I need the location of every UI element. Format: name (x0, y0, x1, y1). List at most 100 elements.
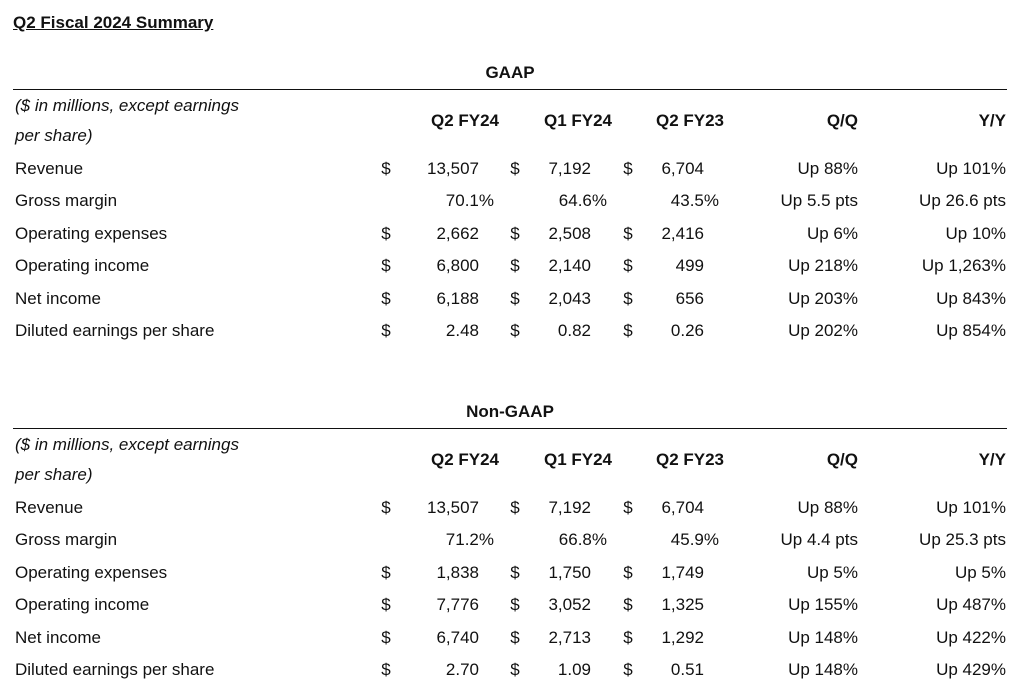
row-label: Revenue (15, 498, 84, 517)
change-yy: Up 422% (936, 627, 1006, 647)
column-header: Q2 FY23 (655, 111, 725, 130)
cell-value: 13,507 (427, 159, 479, 178)
change-qq: Up 4.4 pts (780, 530, 859, 550)
section-heading: GAAP (485, 63, 535, 82)
cell-value: 2,416 (661, 223, 704, 243)
currency-symbol: $ (381, 660, 391, 679)
currency-symbol: $ (510, 321, 520, 340)
currency-symbol: $ (623, 256, 633, 276)
cell-value: 6,704 (661, 159, 704, 178)
change-yy: Up 5% (954, 562, 1006, 582)
row-label: Net income (15, 627, 101, 647)
cell-value: 2,713 (548, 627, 591, 647)
change-yy: Up 1,263% (921, 256, 1006, 276)
cell-value: 13,507 (427, 498, 479, 517)
change-yy: Up 429% (936, 660, 1006, 679)
currency-symbol: $ (623, 562, 633, 582)
change-qq: Up 6% (806, 223, 858, 243)
cell-value: 2.70 (445, 660, 479, 679)
currency-symbol: $ (510, 159, 520, 178)
cell-value: 2,043 (548, 288, 591, 308)
change-qq: Up 5.5 pts (780, 191, 859, 211)
cell-value: 71.2% (445, 530, 494, 550)
row-label: Operating expenses (15, 562, 168, 582)
row-label: Diluted earnings per share (15, 660, 215, 679)
currency-symbol: $ (510, 660, 520, 679)
currency-symbol: $ (381, 595, 391, 615)
change-qq: Up 202% (788, 321, 858, 340)
units-caption: ($ in millions, except earnings per shar… (15, 435, 239, 484)
cell-value: 1,292 (661, 627, 704, 647)
change-qq: Up 218% (788, 256, 858, 276)
currency-symbol: $ (623, 660, 633, 679)
currency-symbol: $ (510, 498, 520, 517)
currency-symbol: $ (381, 223, 391, 243)
cell-value: 0.26 (670, 321, 704, 340)
change-qq: Up 148% (788, 660, 858, 679)
column-header: Q/Q (826, 111, 858, 130)
cell-value: 7,776 (436, 595, 479, 615)
cell-value: 2,662 (436, 223, 479, 243)
change-qq: Up 88% (797, 159, 858, 178)
currency-symbol: $ (381, 321, 391, 340)
currency-symbol: $ (381, 256, 391, 276)
change-qq: Up 5% (806, 562, 858, 582)
cell-value: 1,325 (661, 595, 704, 615)
row-label: Operating income (15, 256, 150, 276)
row-label: Net income (15, 288, 101, 308)
currency-symbol: $ (510, 562, 520, 582)
currency-symbol: $ (623, 159, 633, 178)
column-header: Q1 FY24 (543, 450, 613, 469)
currency-symbol: $ (510, 595, 520, 615)
cell-value: 1,749 (661, 562, 704, 582)
change-yy: Up 843% (936, 288, 1006, 308)
section-rule (13, 89, 1007, 90)
units-caption: ($ in millions, except earnings per shar… (15, 96, 239, 145)
change-yy: Up 25.3 pts (919, 530, 1006, 550)
section-rule (13, 428, 1007, 429)
currency-symbol: $ (381, 562, 391, 582)
cell-value: 7,192 (548, 159, 591, 178)
change-yy: Up 854% (936, 321, 1006, 340)
change-qq: Up 203% (788, 288, 858, 308)
change-qq: Up 148% (788, 627, 858, 647)
cell-value: 45.9% (670, 530, 719, 550)
currency-symbol: $ (623, 627, 633, 647)
cell-value: 6,740 (436, 627, 479, 647)
row-label: Gross margin (15, 530, 118, 550)
change-qq: Up 88% (797, 498, 858, 517)
cell-value: 7,192 (548, 498, 591, 517)
cell-value: 1,750 (548, 562, 591, 582)
change-yy: Up 26.6 pts (919, 191, 1006, 211)
currency-symbol: $ (381, 627, 391, 647)
cell-value: 6,188 (436, 288, 479, 308)
row-label: Revenue (15, 159, 84, 178)
currency-symbol: $ (381, 288, 391, 308)
row-label: Operating expenses (15, 223, 168, 243)
cell-value: 0.82 (557, 321, 591, 340)
cell-value: 64.6% (558, 191, 607, 211)
section-heading: Non-GAAP (466, 402, 554, 421)
column-header: Q/Q (826, 450, 858, 469)
row-label: Gross margin (15, 191, 118, 211)
change-qq: Up 155% (788, 595, 858, 615)
change-yy: Up 487% (936, 595, 1006, 615)
cell-value: 43.5% (670, 191, 719, 211)
cell-value: 499 (675, 256, 704, 276)
cell-value: 6,704 (661, 498, 704, 517)
change-yy: Up 10% (945, 223, 1006, 243)
cell-value: 1,838 (436, 562, 479, 582)
currency-symbol: $ (381, 498, 391, 517)
currency-symbol: $ (510, 223, 520, 243)
cell-value: 70.1% (445, 191, 494, 211)
cell-value: 2,140 (548, 256, 591, 276)
currency-symbol: $ (623, 321, 633, 340)
column-header: Q2 FY24 (430, 111, 500, 130)
cell-value: 1.09 (557, 660, 591, 679)
column-header: Q2 FY24 (430, 450, 500, 469)
cell-value: 2.48 (445, 321, 479, 340)
column-header: Q1 FY24 (543, 111, 613, 130)
title: Q2 Fiscal 2024 Summary (13, 13, 214, 32)
cell-value: 6,800 (436, 256, 479, 276)
